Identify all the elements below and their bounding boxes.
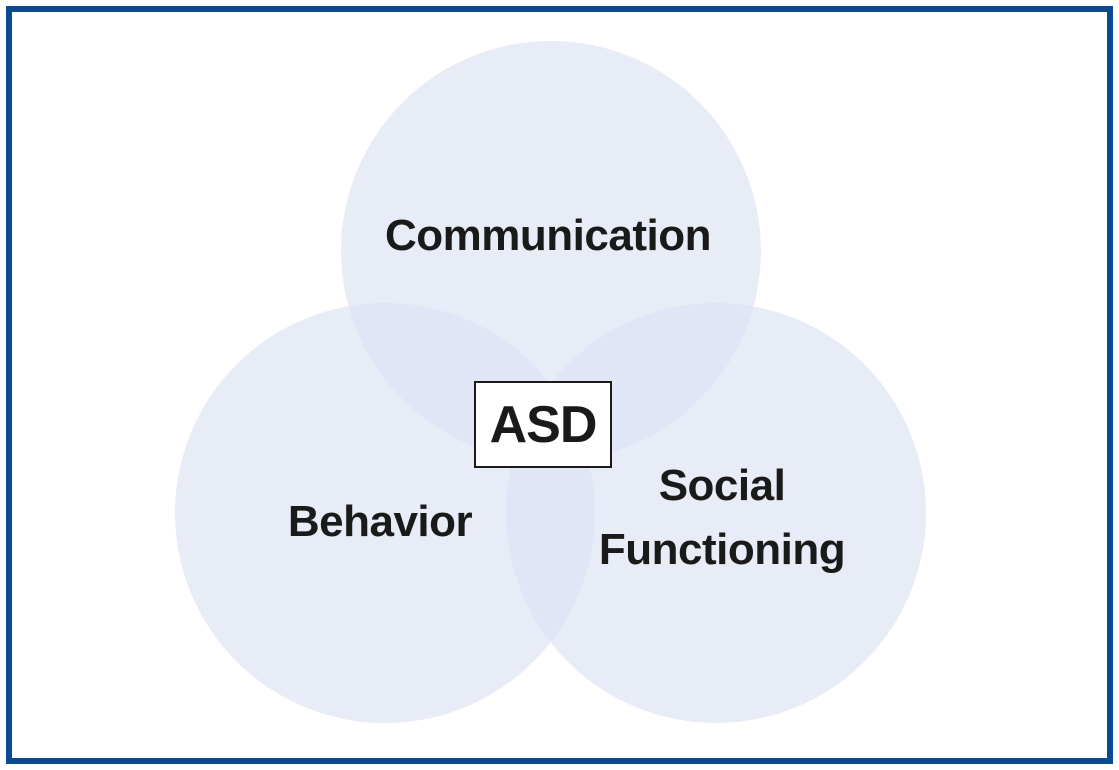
social-label: Social	[659, 461, 786, 510]
social-functioning-circle	[506, 303, 926, 723]
asd-label: ASD	[489, 395, 598, 454]
behavior-label: Behavior	[288, 497, 473, 546]
functioning-label: Functioning	[599, 525, 845, 574]
asd-center-box: ASD	[474, 381, 612, 468]
communication-label: Communication	[385, 211, 711, 260]
